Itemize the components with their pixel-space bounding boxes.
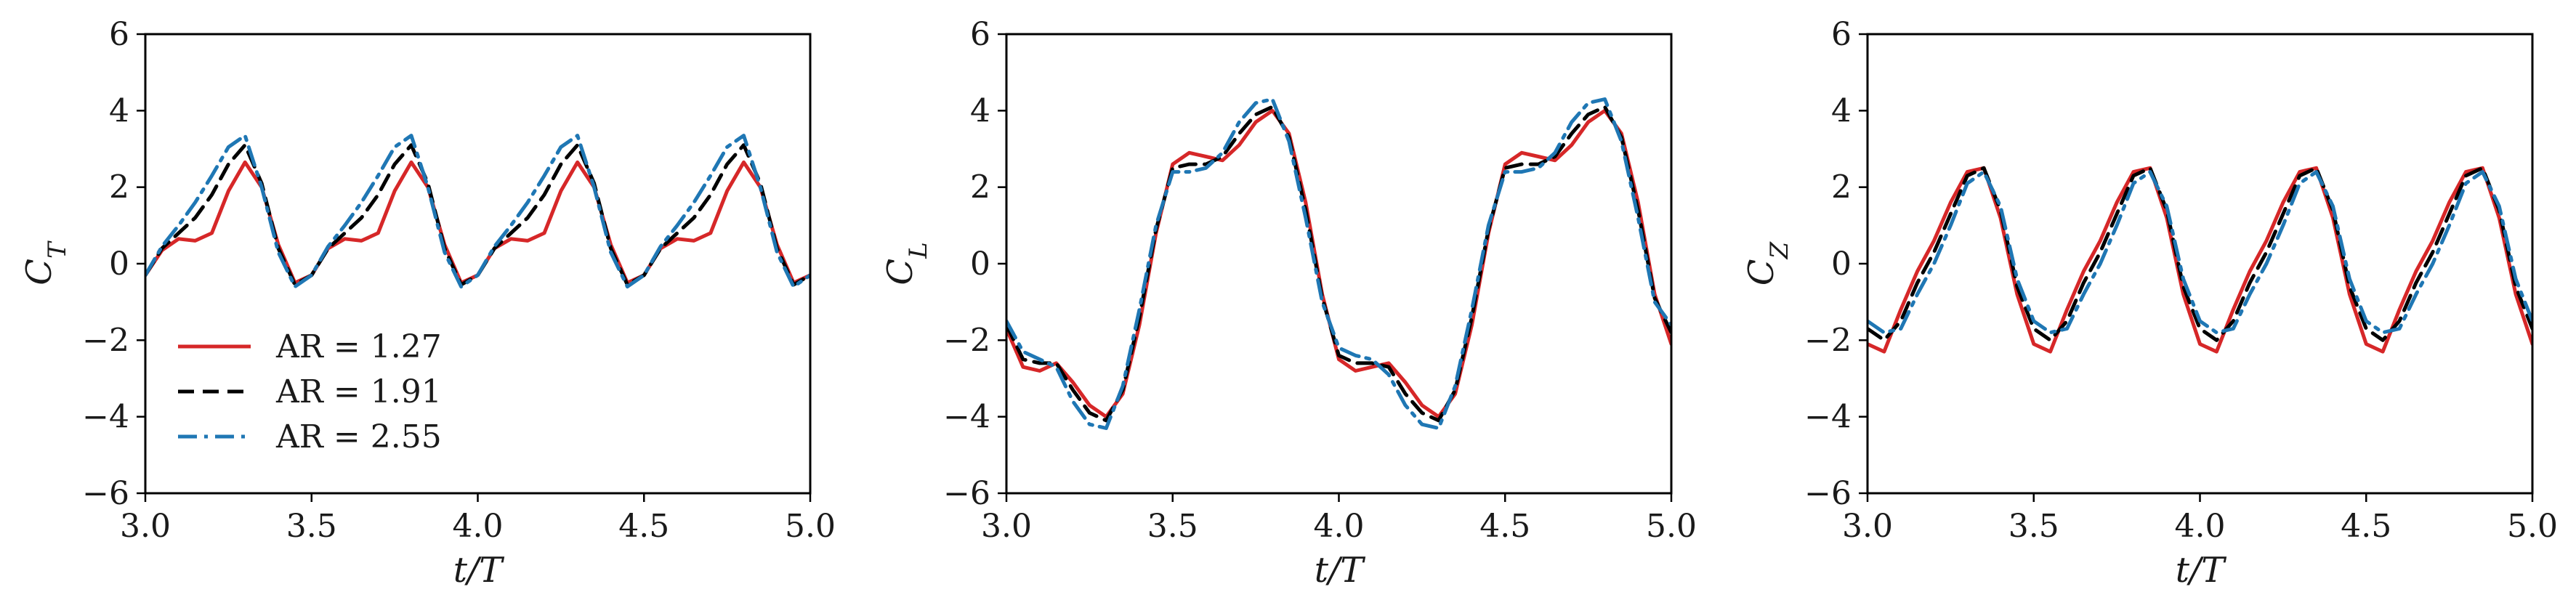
x-tick-label: 3.0 [1842, 508, 1893, 545]
x-axis-label: t/T [2176, 550, 2226, 591]
series-line-ar127 [1006, 108, 1671, 419]
y-tick-label: −2 [943, 322, 990, 359]
x-tick-label: 4.0 [2175, 508, 2226, 545]
y-tick-label: 2 [1831, 169, 1852, 206]
x-tick-label: 4.0 [1314, 508, 1365, 545]
y-tick-label: 0 [109, 246, 129, 283]
y-axis-label: CL [880, 242, 933, 285]
series-line-ar191 [1868, 166, 2532, 342]
x-axis-label: t/T [1315, 550, 1365, 591]
legend-label: AR = 1.27 [275, 328, 442, 365]
y-tick-label: 6 [1831, 16, 1852, 53]
series-line-ar255 [145, 134, 810, 289]
x-tick-label: 3.0 [120, 508, 171, 545]
chart-panel-2: 3.0 3.5 4.0 4.5 5.0 −6 −4 −2 0 2 4 6 t/T CL [880, 16, 1697, 591]
series-line-ar191 [145, 143, 810, 287]
x-tick-label: 4.5 [2341, 508, 2391, 545]
x-tick-label: 3.5 [2008, 508, 2059, 545]
x-tick-label: 5.0 [785, 508, 836, 545]
series-line-ar255 [1868, 170, 2532, 335]
legend-label: AR = 1.91 [275, 373, 442, 410]
x-tick-label: 3.5 [286, 508, 337, 545]
series-line-ar191 [1006, 105, 1671, 423]
y-tick-label: 2 [109, 169, 129, 206]
x-tick-label: 3.0 [981, 508, 1032, 545]
x-tick-label: 4.0 [453, 508, 504, 545]
y-tick-label: −6 [943, 475, 990, 512]
y-tick-label: 2 [970, 169, 990, 206]
x-tick-label: 5.0 [1646, 508, 1697, 545]
y-tick-label: −6 [1804, 475, 1852, 512]
y-tick-label: 6 [970, 16, 990, 53]
y-tick-label: 0 [1831, 246, 1852, 283]
series-line-ar127 [145, 160, 810, 285]
y-tick-label: −4 [1804, 399, 1852, 436]
x-axis-label: t/T [453, 550, 504, 591]
y-tick-label: −2 [1804, 322, 1852, 359]
y-axis-label: CT [19, 240, 72, 285]
y-tick-label: 4 [109, 92, 129, 129]
x-tick-label: 3.5 [1147, 508, 1198, 545]
y-axis-label: CZ [1741, 240, 1794, 285]
plot-frame [144, 33, 812, 495]
y-tick-label: −2 [82, 322, 129, 359]
y-tick-label: 0 [970, 246, 990, 283]
chart-panel-1: 3.0 3.5 4.0 4.5 5.0 −6 −4 −2 0 2 4 6 t/T CT [19, 16, 836, 591]
chart-panel-3: 3.0 3.5 4.0 4.5 5.0 −6 −4 −2 0 2 4 6 t/T CZ [1741, 16, 2558, 591]
legend: AR = 1.27 AR = 1.91 AR = 2.55 [178, 328, 442, 455]
x-tick-label: 5.0 [2507, 508, 2558, 545]
series-line-ar255 [1006, 97, 1671, 430]
y-tick-label: 6 [109, 16, 129, 53]
legend-label: AR = 2.55 [275, 418, 442, 455]
y-tick-label: −4 [82, 399, 129, 436]
y-tick-label: −6 [82, 475, 129, 512]
y-tick-label: 4 [970, 92, 990, 129]
series-line-ar127 [1868, 166, 2532, 354]
y-tick-label: 4 [1831, 92, 1852, 129]
x-tick-label: 4.5 [1479, 508, 1530, 545]
y-tick-label: −4 [943, 399, 990, 436]
x-tick-label: 4.5 [618, 508, 669, 545]
